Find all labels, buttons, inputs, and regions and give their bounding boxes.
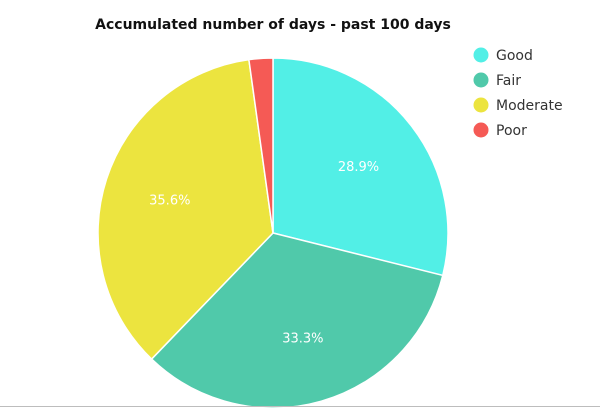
legend-marker-fair bbox=[473, 72, 489, 88]
legend-item-good[interactable]: Good bbox=[473, 47, 533, 65]
pie-slices bbox=[97, 57, 449, 409]
pie-data-labels: 28.9% 33.3% 35.6% bbox=[149, 160, 379, 346]
data-label-good: 28.9% bbox=[338, 160, 379, 175]
bottom-divider bbox=[0, 406, 600, 407]
legend-marker-good bbox=[473, 47, 489, 63]
data-label-moderate: 35.6% bbox=[149, 194, 190, 209]
pie-slice-fair[interactable] bbox=[150, 232, 444, 409]
chart-title: Accumulated number of days - past 100 da… bbox=[95, 17, 451, 33]
pie-slice-poor[interactable] bbox=[248, 57, 274, 234]
chart-legend: Good Fair Moderate Poor bbox=[473, 47, 563, 140]
pie-slice-moderate[interactable] bbox=[97, 58, 274, 361]
legend-label-fair: Fair bbox=[496, 73, 521, 89]
legend-marker-poor bbox=[473, 122, 489, 138]
legend-item-poor[interactable]: Poor bbox=[473, 122, 528, 140]
data-label-fair: 33.3% bbox=[282, 331, 323, 346]
legend-item-moderate[interactable]: Moderate bbox=[473, 97, 563, 115]
legend-item-fair[interactable]: Fair bbox=[473, 72, 522, 90]
legend-label-good: Good bbox=[496, 48, 533, 64]
legend-label-poor: Poor bbox=[496, 123, 527, 139]
legend-marker-moderate bbox=[473, 97, 489, 113]
pie-slice-good[interactable] bbox=[272, 57, 449, 277]
legend-label-moderate: Moderate bbox=[496, 98, 563, 114]
